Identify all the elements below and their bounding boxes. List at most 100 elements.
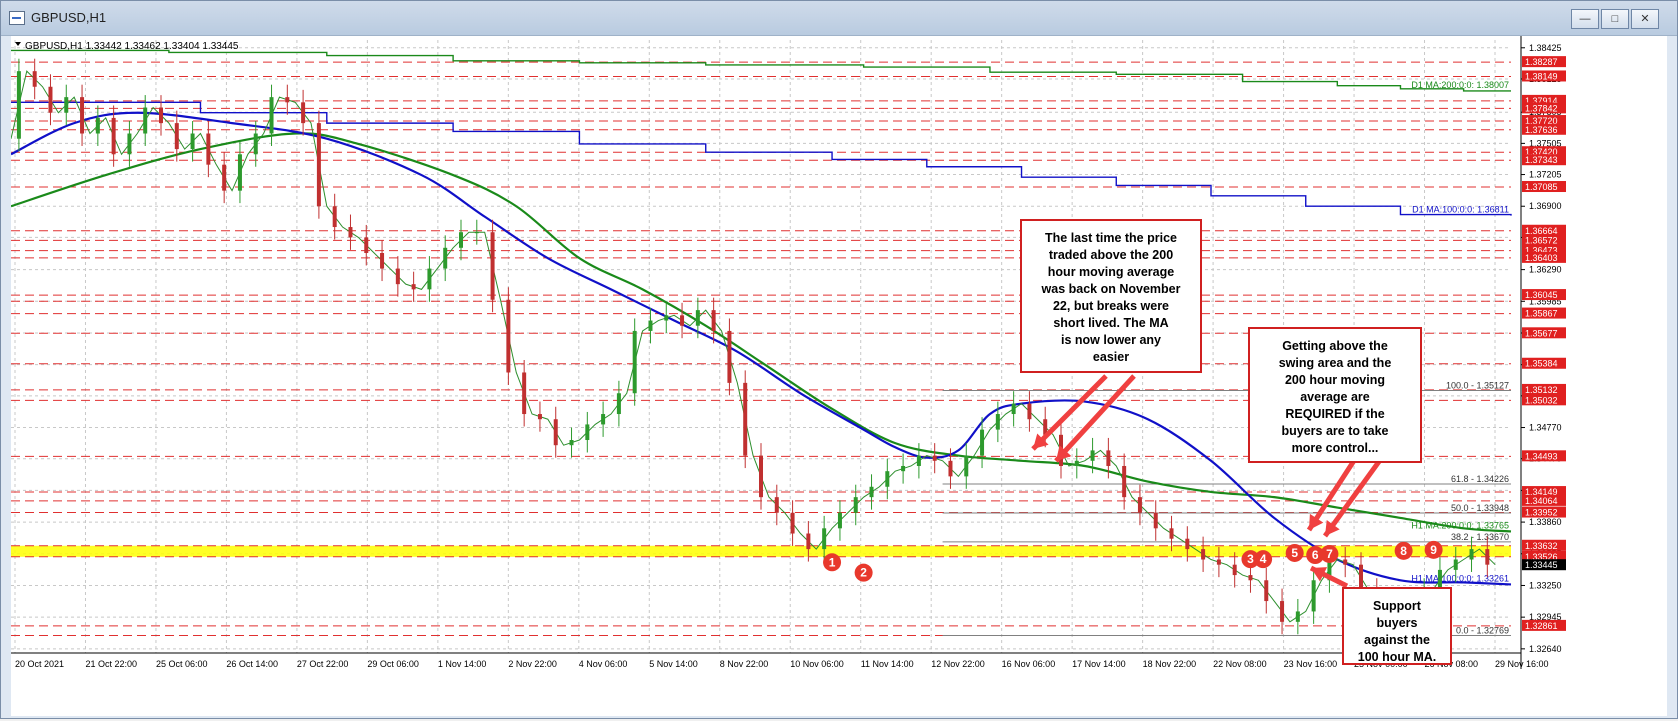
- title-bar[interactable]: GBPUSD,H1 — □ ✕: [1, 1, 1677, 36]
- candle-body-56: [901, 465, 906, 472]
- candle-body-38: [616, 393, 621, 415]
- candle-body-52: [837, 512, 842, 529]
- candle-body-9: [159, 107, 163, 124]
- close-icon: ✕: [1640, 13, 1650, 25]
- candle-body-74: [1185, 538, 1190, 550]
- time-tick-label-7: 2 Nov 22:00: [508, 659, 557, 669]
- arrow-head-4: [1311, 567, 1328, 582]
- time-tick-label-9: 5 Nov 14:00: [649, 659, 698, 669]
- candle-body-28: [459, 232, 463, 248]
- price-chart[interactable]: 100.0 - 1.35127 61.8 - 1.34226 50.0 - 1.33…: [10, 36, 1667, 716]
- candle-body-4: [80, 97, 85, 134]
- time-axis: 20 Oct 2021 21 Oct 22:00 25 Oct 06:00 26 Oc…: [11, 652, 1549, 669]
- price-box-12: [1522, 251, 1566, 263]
- price-box-label-21: 1.34064: [1525, 496, 1558, 506]
- candle-body-50: [806, 533, 811, 550]
- candle-body-41: [664, 315, 669, 321]
- chart-area[interactable]: 100.0 - 1.35127 61.8 - 1.34226 50.0 - 1.33…: [10, 36, 1667, 716]
- candle-body-83: [1327, 559, 1332, 581]
- price-tick-label-12: 1.34770: [1529, 423, 1562, 433]
- candle-body-49: [790, 512, 795, 534]
- candle-body-90: [1437, 569, 1442, 591]
- price-box-16: [1522, 357, 1566, 369]
- support-zone: [11, 545, 1511, 557]
- candle-body-30: [490, 232, 495, 300]
- candle-body-32: [522, 372, 527, 415]
- arrow-head-0: [1033, 433, 1049, 449]
- price-box-label-5: 1.37636: [1525, 125, 1558, 135]
- price-box-5: [1522, 123, 1566, 135]
- price-box-label-20: 1.34149: [1525, 487, 1558, 497]
- swing-marker-label-9: 9: [1430, 543, 1437, 557]
- time-tick-label-3: 26 Oct 14:00: [226, 659, 278, 669]
- price-tick-label-4: 1.37205: [1529, 170, 1562, 180]
- price-box-label-25: 1.32861: [1525, 621, 1558, 631]
- price-tick-label-0: 1.38425: [1529, 43, 1562, 53]
- candle-body-6: [111, 117, 116, 155]
- price-box-24: [1522, 550, 1566, 562]
- candle-body-79: [1264, 580, 1269, 602]
- price-box-1: [1522, 70, 1566, 82]
- candle-body-67: [1074, 460, 1079, 466]
- time-tick-label-13: 12 Nov 22:00: [931, 659, 985, 669]
- price-box-label-13: 1.36045: [1525, 290, 1558, 300]
- price-box-9: [1522, 224, 1566, 236]
- candle-body-42: [680, 315, 685, 326]
- candle-body-21: [348, 227, 353, 238]
- annotation-last-time: The last time the price traded above the …: [1020, 219, 1202, 373]
- candle-body-69: [1106, 450, 1111, 466]
- price-box-label-7: 1.37343: [1525, 155, 1558, 165]
- swing-marker-label-7: 7: [1326, 547, 1333, 561]
- annotation-getting-above-box: [1248, 327, 1422, 463]
- price-box-label-11: 1.36473: [1525, 246, 1558, 256]
- swing-marker-2: [854, 563, 873, 582]
- annotation-getting-above-text: Getting above the swing area and the 200 h…: [1279, 339, 1392, 455]
- restore-button[interactable]: □: [1601, 9, 1629, 29]
- fib-label-3: 38.2 - 1.33670: [1451, 532, 1509, 542]
- time-tick-label-15: 17 Nov 14:00: [1072, 659, 1126, 669]
- candle-body-20: [332, 206, 337, 228]
- price-tick-label-15: 1.33860: [1529, 517, 1562, 527]
- arrow-shaft-0: [1031, 374, 1108, 451]
- time-tick-label-2: 25 Oct 06:00: [156, 659, 208, 669]
- price-box-label-3: 1.37842: [1525, 103, 1558, 113]
- price-box-7: [1522, 154, 1566, 166]
- price-box-4: [1522, 115, 1566, 127]
- price-box-10: [1522, 234, 1566, 246]
- candle-body-59: [948, 460, 953, 477]
- candle-body-15: [253, 133, 258, 155]
- price-box-8: [1522, 181, 1566, 193]
- candle-body-81: [1295, 611, 1300, 622]
- swing-marker-3: [1241, 550, 1260, 569]
- price-box-13: [1522, 289, 1566, 301]
- candle-body-36: [585, 424, 590, 441]
- minimize-button[interactable]: —: [1571, 9, 1599, 29]
- time-tick-label-6: 1 Nov 14:00: [438, 659, 487, 669]
- candle-body-17: [285, 97, 290, 103]
- close-button[interactable]: ✕: [1631, 9, 1659, 29]
- candle-body-64: [1027, 403, 1032, 420]
- swing-markers-layer: 1 2 3 4 5 6 7 8 9: [823, 540, 1443, 582]
- candle-body-29: [474, 232, 479, 234]
- header-dropdown-icon[interactable]: [15, 42, 21, 46]
- candle-body-48: [774, 497, 779, 513]
- candle-body-2: [48, 86, 53, 113]
- swing-marker-9: [1424, 540, 1443, 559]
- swing-marker-label-6: 6: [1312, 548, 1319, 562]
- price-box-21: [1522, 494, 1566, 506]
- candle-body-80: [1280, 601, 1285, 622]
- fib-label-1: 61.8 - 1.34226: [1451, 474, 1509, 484]
- price-box-label-17: 1.35132: [1525, 385, 1558, 395]
- candle-body-34: [553, 419, 558, 446]
- ma-label-2: H1 MA:200:0:0: 1.33765: [1411, 520, 1509, 530]
- candle-body-54: [869, 486, 874, 498]
- candle-body-23: [380, 252, 385, 269]
- time-tick-label-5: 29 Oct 06:00: [367, 659, 419, 669]
- candle-body-19: [316, 123, 321, 207]
- price-box-label-8: 1.37085: [1525, 182, 1558, 192]
- time-tick-label-18: 23 Nov 16:00: [1284, 659, 1338, 669]
- restore-icon: □: [1611, 13, 1619, 25]
- candle-body-61: [980, 429, 985, 456]
- current-price-label: 1.33445: [1525, 560, 1558, 570]
